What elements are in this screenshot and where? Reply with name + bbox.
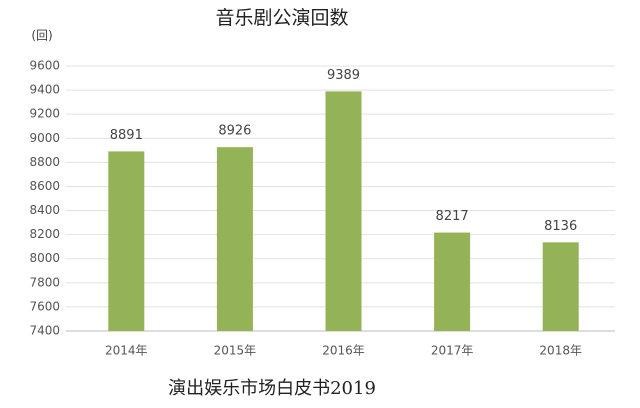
bar [325,91,362,331]
bar [542,242,579,331]
x-tick-label: 2015年 [214,344,257,358]
data-label: 8891 [110,128,143,143]
y-tick-label: 9000 [29,131,60,145]
y-tick-label: 8200 [29,227,60,241]
bar [216,147,253,331]
x-tick-label: 2014年 [105,344,148,358]
data-label: 8217 [436,209,469,224]
y-tick-label: 7800 [29,275,60,289]
y-tick-label: 7400 [29,324,60,338]
data-label: 9389 [327,68,360,83]
y-tick-label: 9400 [29,83,60,97]
x-tick-label: 2016年 [322,344,365,358]
data-label: 8136 [544,219,577,234]
chart-title: 音乐剧公演回数 [215,7,348,29]
x-tick-label: 2018年 [539,344,582,358]
x-tick-label: 2017年 [431,344,474,358]
y-tick-label: 8000 [29,251,60,265]
data-label: 8926 [218,124,251,139]
y-tick-label: 8800 [29,155,60,169]
bar [108,151,145,331]
source: 演出娱乐市场白皮书2019 [168,378,376,399]
y-tick-label: 8400 [29,203,60,217]
y-tick-label: 8600 [29,179,60,193]
y-axis-unit: (回) [31,29,52,43]
y-tick-label: 9600 [29,59,60,73]
bar [434,232,471,331]
y-tick-label: 9200 [29,107,60,121]
y-tick-label: 7600 [29,299,60,313]
